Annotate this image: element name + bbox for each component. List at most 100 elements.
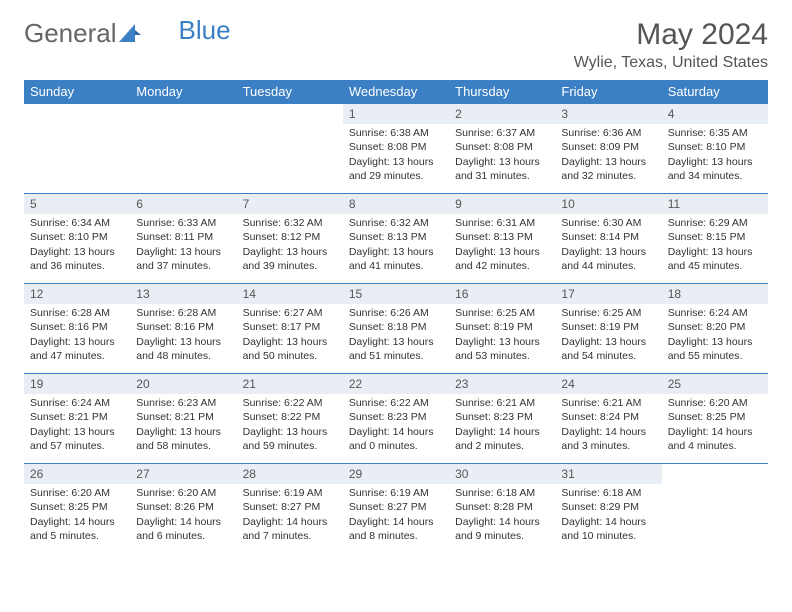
weekday-header: Saturday	[662, 80, 768, 104]
sunset-text: Sunset: 8:23 PM	[455, 410, 549, 424]
calendar-day-cell: 24 Sunrise: 6:21 AMSunset: 8:24 PMDayligh…	[555, 374, 661, 464]
day-content: Sunrise: 6:29 AMSunset: 8:15 PMDaylight:…	[662, 214, 768, 277]
calendar-week-row: 5Sunrise: 6:34 AMSunset: 8:10 PMDaylight…	[24, 194, 768, 284]
sunset-text: Sunset: 8:27 PM	[349, 500, 443, 514]
sunset-text: Sunset: 8:09 PM	[561, 140, 655, 154]
day-content: Sunrise: 6:32 AMSunset: 8:12 PMDaylight:…	[237, 214, 343, 277]
weekday-header: Tuesday	[237, 80, 343, 104]
sunrise-text: Sunrise: 6:20 AM	[30, 486, 124, 500]
day-number: 31	[555, 464, 661, 484]
calendar-table: SundayMondayTuesdayWednesdayThursdayFrid…	[24, 80, 768, 554]
calendar-day-cell: 5Sunrise: 6:34 AMSunset: 8:10 PMDaylight…	[24, 194, 130, 284]
sunset-text: Sunset: 8:08 PM	[349, 140, 443, 154]
calendar-day-cell	[662, 464, 768, 554]
sunrise-text: Sunrise: 6:31 AM	[455, 216, 549, 230]
sunrise-text: Sunrise: 6:23 AM	[136, 396, 230, 410]
sunset-text: Sunset: 8:14 PM	[561, 230, 655, 244]
day-content: Sunrise: 6:28 AMSunset: 8:16 PMDaylight:…	[130, 304, 236, 367]
calendar-day-cell: 23Sunrise: 6:21 AMSunset: 8:23 PMDayligh…	[449, 374, 555, 464]
day-number: 5	[24, 194, 130, 214]
sunrise-text: Sunrise: 6:25 AM	[455, 306, 549, 320]
sunrise-text: Sunrise: 6:36 AM	[561, 126, 655, 140]
daylight-text: Daylight: 14 hours and 0 minutes.	[349, 425, 443, 453]
calendar-day-cell: 14Sunrise: 6:27 AMSunset: 8:17 PMDayligh…	[237, 284, 343, 374]
day-content: Sunrise: 6:18 AMSunset: 8:28 PMDaylight:…	[449, 484, 555, 547]
weekday-header: Monday	[130, 80, 236, 104]
sunset-text: Sunset: 8:28 PM	[455, 500, 549, 514]
day-number: 21	[237, 374, 343, 394]
day-number: 25	[662, 374, 768, 394]
calendar-day-cell: 16Sunrise: 6:25 AMSunset: 8:19 PMDayligh…	[449, 284, 555, 374]
sunrise-text: Sunrise: 6:20 AM	[136, 486, 230, 500]
calendar-day-cell	[130, 104, 236, 194]
daylight-text: Daylight: 13 hours and 55 minutes.	[668, 335, 762, 363]
sunset-text: Sunset: 8:24 PM	[561, 410, 655, 424]
day-content: Sunrise: 6:37 AMSunset: 8:08 PMDaylight:…	[449, 124, 555, 187]
calendar-day-cell: 31Sunrise: 6:18 AMSunset: 8:29 PMDayligh…	[555, 464, 661, 554]
sunset-text: Sunset: 8:15 PM	[668, 230, 762, 244]
day-number: 1	[343, 104, 449, 124]
sunset-text: Sunset: 8:25 PM	[668, 410, 762, 424]
sunrise-text: Sunrise: 6:19 AM	[243, 486, 337, 500]
daylight-text: Daylight: 14 hours and 8 minutes.	[349, 515, 443, 543]
calendar-day-cell: 21Sunrise: 6:22 AMSunset: 8:22 PMDayligh…	[237, 374, 343, 464]
logo-text-general: General	[24, 18, 117, 49]
sunset-text: Sunset: 8:27 PM	[243, 500, 337, 514]
calendar-day-cell: 22Sunrise: 6:22 AMSunset: 8:23 PMDayligh…	[343, 374, 449, 464]
calendar-day-cell	[24, 104, 130, 194]
sunset-text: Sunset: 8:13 PM	[349, 230, 443, 244]
day-number: 10	[555, 194, 661, 214]
daylight-text: Daylight: 13 hours and 54 minutes.	[561, 335, 655, 363]
sunset-text: Sunset: 8:16 PM	[30, 320, 124, 334]
day-content: Sunrise: 6:20 AMSunset: 8:26 PMDaylight:…	[130, 484, 236, 547]
sunrise-text: Sunrise: 6:21 AM	[455, 396, 549, 410]
day-number: 13	[130, 284, 236, 304]
daylight-text: Daylight: 13 hours and 41 minutes.	[349, 245, 443, 273]
day-content: Sunrise: 6:25 AMSunset: 8:19 PMDaylight:…	[555, 304, 661, 367]
title-block: May 2024 Wylie, Texas, United States	[574, 18, 768, 72]
calendar-day-cell: 29Sunrise: 6:19 AMSunset: 8:27 PMDayligh…	[343, 464, 449, 554]
location-text: Wylie, Texas, United States	[574, 54, 768, 72]
logo: General Blue	[24, 18, 231, 49]
weekday-header: Thursday	[449, 80, 555, 104]
sunrise-text: Sunrise: 6:28 AM	[30, 306, 124, 320]
daylight-text: Daylight: 14 hours and 6 minutes.	[136, 515, 230, 543]
day-number: 2	[449, 104, 555, 124]
daylight-text: Daylight: 14 hours and 7 minutes.	[243, 515, 337, 543]
daylight-text: Daylight: 14 hours and 5 minutes.	[30, 515, 124, 543]
day-number: 24	[555, 374, 661, 394]
daylight-text: Daylight: 13 hours and 32 minutes.	[561, 155, 655, 183]
day-content: Sunrise: 6:23 AMSunset: 8:21 PMDaylight:…	[130, 394, 236, 457]
sunrise-text: Sunrise: 6:22 AM	[243, 396, 337, 410]
sunrise-text: Sunrise: 6:25 AM	[561, 306, 655, 320]
day-number: 8	[343, 194, 449, 214]
day-number: 30	[449, 464, 555, 484]
sunrise-text: Sunrise: 6:18 AM	[561, 486, 655, 500]
day-number: 19	[24, 374, 130, 394]
day-content: Sunrise: 6:31 AMSunset: 8:13 PMDaylight:…	[449, 214, 555, 277]
sunrise-text: Sunrise: 6:21 AM	[561, 396, 655, 410]
calendar-day-cell: 7Sunrise: 6:32 AMSunset: 8:12 PMDaylight…	[237, 194, 343, 284]
daylight-text: Daylight: 14 hours and 3 minutes.	[561, 425, 655, 453]
day-number: 11	[662, 194, 768, 214]
day-number: 27	[130, 464, 236, 484]
sunset-text: Sunset: 8:10 PM	[668, 140, 762, 154]
day-number: 22	[343, 374, 449, 394]
day-content: Sunrise: 6:27 AMSunset: 8:17 PMDaylight:…	[237, 304, 343, 367]
day-number: 6	[130, 194, 236, 214]
weekday-header: Sunday	[24, 80, 130, 104]
sunset-text: Sunset: 8:08 PM	[455, 140, 549, 154]
day-content: Sunrise: 6:20 AMSunset: 8:25 PMDaylight:…	[24, 484, 130, 547]
calendar-week-row: 12Sunrise: 6:28 AMSunset: 8:16 PMDayligh…	[24, 284, 768, 374]
calendar-day-cell: 9Sunrise: 6:31 AMSunset: 8:13 PMDaylight…	[449, 194, 555, 284]
daylight-text: Daylight: 13 hours and 31 minutes.	[455, 155, 549, 183]
calendar-day-cell: 25Sunrise: 6:20 AMSunset: 8:25 PMDayligh…	[662, 374, 768, 464]
sunset-text: Sunset: 8:11 PM	[136, 230, 230, 244]
day-number: 4	[662, 104, 768, 124]
daylight-text: Daylight: 13 hours and 45 minutes.	[668, 245, 762, 273]
sunrise-text: Sunrise: 6:38 AM	[349, 126, 443, 140]
header: General Blue May 2024 Wylie, Texas, Unit…	[24, 18, 768, 72]
daylight-text: Daylight: 13 hours and 36 minutes.	[30, 245, 124, 273]
calendar-day-cell: 6Sunrise: 6:33 AMSunset: 8:11 PMDaylight…	[130, 194, 236, 284]
calendar-day-cell: 11Sunrise: 6:29 AMSunset: 8:15 PMDayligh…	[662, 194, 768, 284]
